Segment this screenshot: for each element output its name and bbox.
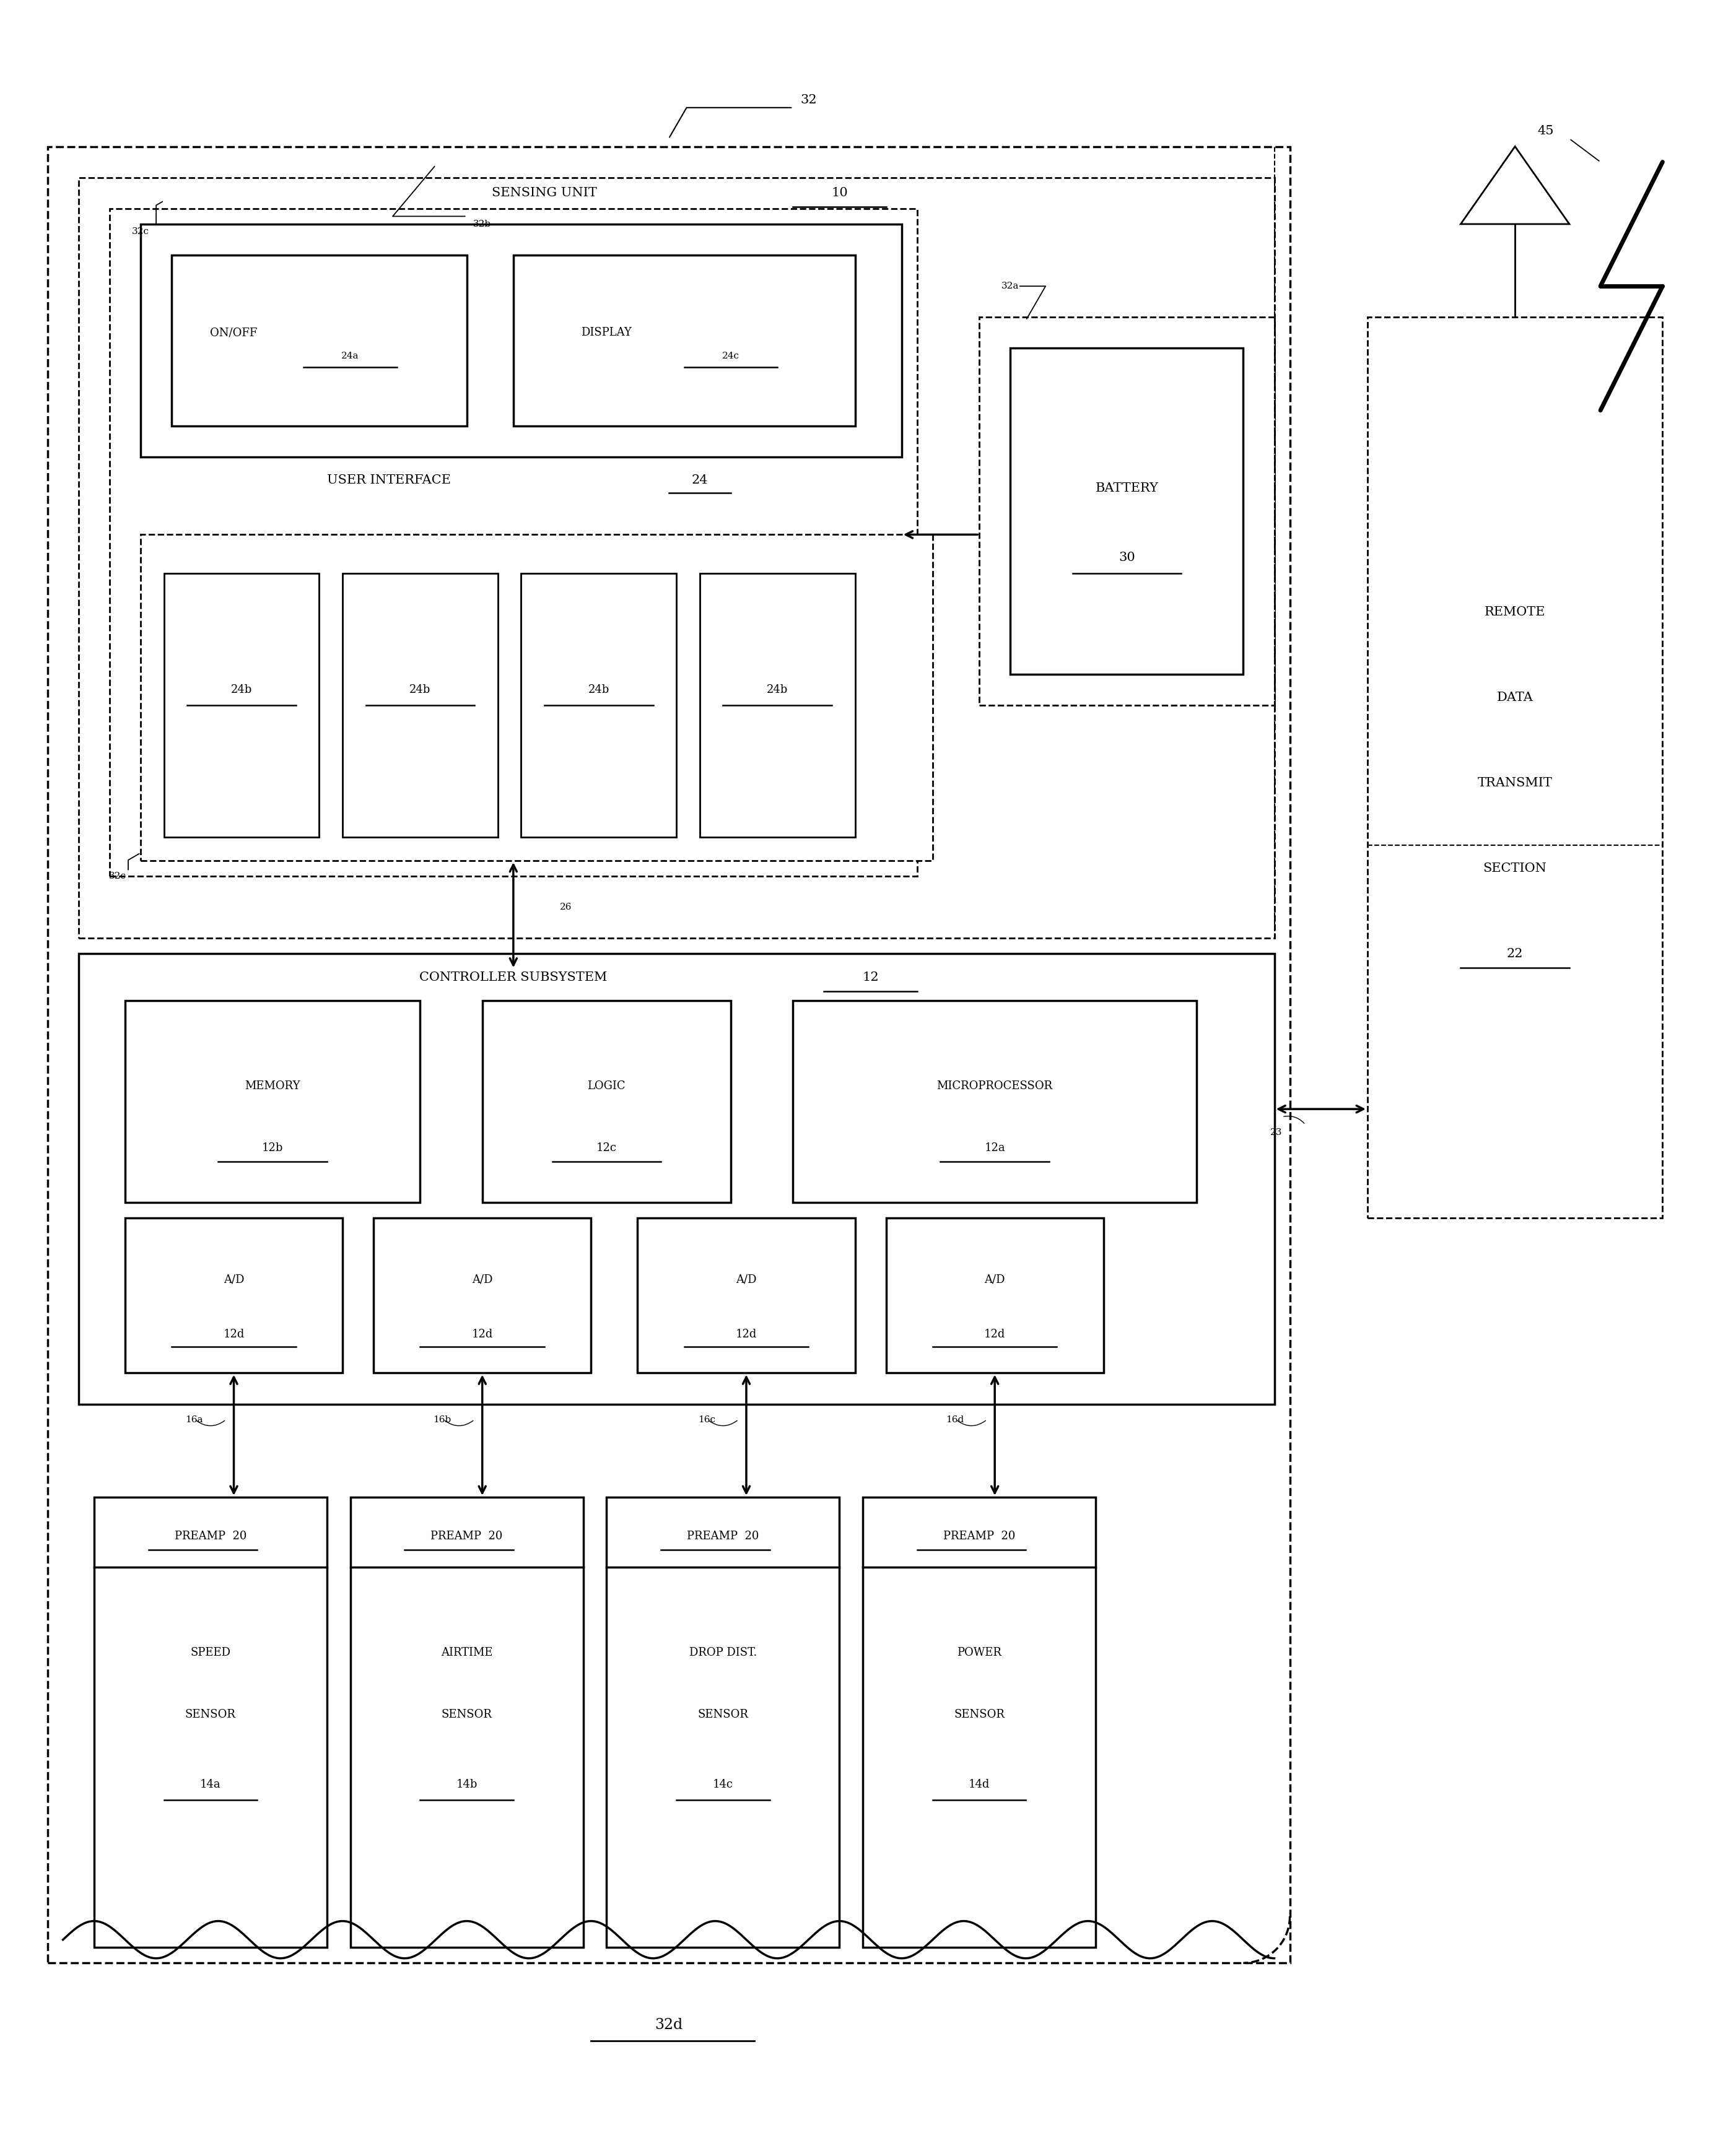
Text: 12b: 12b [262,1143,284,1153]
Bar [699,573,855,837]
Text: AIRTIME: AIRTIME [441,1647,492,1658]
Text: 45: 45 [1537,125,1554,136]
Bar [125,1218,342,1373]
Text: SENSOR: SENSOR [698,1710,749,1720]
Text: 24b: 24b [231,683,251,696]
Text: 16b: 16b [433,1414,451,1423]
Text: 24: 24 [691,474,708,485]
Bar [980,317,1274,705]
Text: 24b: 24b [410,683,431,696]
Bar [109,209,917,875]
Text: SENSING UNIT: SENSING UNIT [492,188,597,198]
Text: A/D: A/D [735,1274,756,1285]
Text: 30: 30 [1118,552,1135,563]
Text: DISPLAY: DISPLAY [581,328,631,338]
Text: 12d: 12d [735,1328,758,1339]
Text: SENSOR: SENSOR [954,1710,1004,1720]
Text: 16a: 16a [185,1414,203,1423]
Text: MICROPROCESSOR: MICROPROCESSOR [937,1080,1053,1091]
Text: 12d: 12d [472,1328,492,1339]
Text: 24b: 24b [766,683,788,696]
Text: TRANSMIT: TRANSMIT [1477,776,1553,789]
Text: 12c: 12c [597,1143,617,1153]
Text: CONTROLLER SUBSYSTEM: CONTROLLER SUBSYSTEM [419,970,607,983]
Text: SENSOR: SENSOR [185,1710,236,1720]
Text: 32d: 32d [655,2018,682,2033]
Text: A/D: A/D [985,1274,1005,1285]
Text: SECTION: SECTION [1483,862,1548,875]
Text: POWER: POWER [958,1647,1002,1658]
Text: LOGIC: LOGIC [588,1080,626,1091]
Text: 12d: 12d [985,1328,1005,1339]
Text: DROP DIST.: DROP DIST. [689,1647,758,1658]
Text: REMOTE: REMOTE [1484,606,1546,619]
Bar [886,1218,1103,1373]
Bar [373,1218,592,1373]
Text: 23: 23 [1271,1128,1282,1136]
Bar [482,1000,730,1203]
Text: PREAMP  20: PREAMP 20 [431,1531,503,1542]
Bar [79,177,1274,938]
Text: MEMORY: MEMORY [245,1080,301,1091]
Bar [342,573,498,837]
Text: 14a: 14a [200,1779,221,1789]
Bar [140,535,932,860]
Text: 32b: 32b [474,220,491,229]
Bar [94,1496,327,1947]
Text: 26: 26 [559,903,573,912]
Bar [1368,317,1662,1218]
Bar [140,224,901,457]
Polygon shape [1460,147,1570,224]
Bar [793,1000,1197,1203]
Text: PREAMP  20: PREAMP 20 [687,1531,759,1542]
Text: 12: 12 [862,970,879,983]
Text: 14c: 14c [713,1779,734,1789]
Bar [607,1496,840,1947]
Text: A/D: A/D [224,1274,245,1285]
Text: SENSOR: SENSOR [441,1710,492,1720]
Text: 32: 32 [800,95,817,106]
Text: 16d: 16d [946,1414,964,1423]
Bar [1011,349,1243,675]
Text: SPEED: SPEED [190,1647,231,1658]
Bar [864,1496,1096,1947]
Text: 32c: 32c [132,229,149,237]
Text: BATTERY: BATTERY [1094,483,1158,494]
Text: 12a: 12a [985,1143,1005,1153]
Bar [48,147,1289,1962]
Bar [513,254,855,427]
Text: USER INTERFACE: USER INTERFACE [327,474,451,485]
Bar [164,573,320,837]
Text: 12d: 12d [224,1328,245,1339]
Text: 24a: 24a [342,351,359,360]
Text: 22: 22 [1507,949,1524,959]
Text: 24b: 24b [588,683,609,696]
Text: PREAMP  20: PREAMP 20 [174,1531,246,1542]
Text: 10: 10 [831,188,848,198]
Text: PREAMP  20: PREAMP 20 [944,1531,1016,1542]
Text: 24c: 24c [722,351,739,360]
Text: 16c: 16c [698,1414,715,1423]
Text: A/D: A/D [472,1274,492,1285]
Text: 14d: 14d [968,1779,990,1789]
Bar [125,1000,421,1203]
Text: ON/OFF: ON/OFF [210,328,258,338]
Bar [522,573,677,837]
Text: DATA: DATA [1496,692,1534,703]
Bar [171,254,467,427]
Bar [351,1496,583,1947]
Text: 32a: 32a [1002,282,1019,291]
Text: 14b: 14b [457,1779,477,1789]
Text: 32c: 32c [109,871,127,880]
Bar [638,1218,855,1373]
Bar [79,953,1274,1404]
